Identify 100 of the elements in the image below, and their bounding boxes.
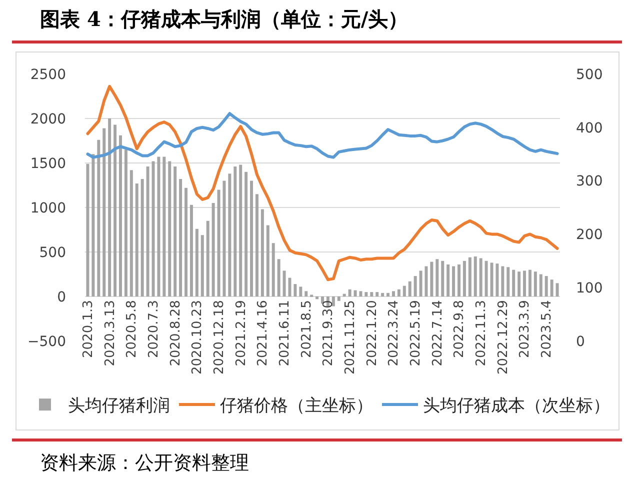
x-tick-label: 2020.10.23 [190, 300, 206, 375]
legend-label: 头均仔猪成本（次坐标） [423, 396, 610, 416]
bar [402, 286, 406, 296]
x-tick-label: 2023.3.9 [518, 300, 533, 358]
bar [518, 272, 521, 296]
bar [364, 292, 368, 296]
x-tick-label: 2021.4.16 [256, 300, 271, 366]
bar [337, 296, 340, 301]
legend-label: 头均仔猪利润 [68, 396, 170, 416]
bar [168, 161, 172, 296]
y-tick-label: 2000 [30, 111, 66, 128]
x-tick-label: 2021.9.30 [321, 300, 336, 366]
x-tick-label: 2022.12.29 [496, 300, 511, 375]
bar [414, 276, 417, 296]
bar [386, 292, 390, 296]
bar [174, 166, 177, 296]
bar [446, 264, 450, 296]
bar [86, 164, 90, 296]
bar [228, 174, 232, 296]
y-tick-label: 1000 [30, 200, 66, 216]
bar [430, 262, 434, 296]
x-tick-label: 2023.5.4 [540, 300, 555, 358]
x-tick-label: 2020.1.3 [80, 300, 96, 358]
bar [179, 179, 182, 296]
y-tick-label: 1500 [30, 156, 66, 172]
bar [397, 289, 400, 296]
x-tick-label: 2022.3.24 [386, 300, 402, 366]
bar [234, 166, 237, 296]
bar [146, 166, 150, 296]
bar [544, 276, 548, 296]
bar [206, 220, 210, 296]
bar [272, 243, 275, 296]
bar [457, 264, 460, 296]
bar [124, 150, 128, 296]
x-tick-label: 2022.1.20 [364, 300, 380, 366]
bar [130, 170, 133, 296]
bar [255, 194, 258, 296]
bar [462, 260, 466, 296]
x-tick-label: 2020.7.3 [146, 300, 162, 358]
bar [299, 286, 302, 296]
bar [501, 266, 504, 296]
y-tick-label: −500 [28, 334, 66, 350]
bar [250, 180, 254, 296]
x-tick-label: 2021.2.19 [234, 300, 249, 366]
bar [528, 270, 532, 296]
bar [436, 259, 439, 296]
bar [408, 281, 412, 296]
bar [157, 156, 160, 296]
y-tick-label: 500 [39, 244, 66, 261]
x-tick-label: 2022.11.3 [474, 300, 490, 366]
x-tick-label: 2020.12.18 [212, 300, 227, 375]
bar [244, 172, 248, 296]
x-tick-label: 2020.8.28 [168, 300, 184, 366]
bar [474, 256, 477, 296]
x-tick-label: 2020.5.8 [124, 300, 140, 358]
bar [92, 154, 95, 296]
y-tick-label: 0 [57, 289, 66, 306]
x-tick-label: 2022.9.8 [452, 300, 468, 358]
x-tick-label: 2022.5.19 [408, 300, 424, 366]
y2-tick-label: 500 [576, 66, 603, 83]
bar [294, 284, 297, 296]
bar [424, 266, 428, 296]
bar [468, 257, 472, 296]
bar [152, 161, 155, 296]
x-tick-label: 2021.8.5 [299, 300, 314, 358]
text: 资料来源：公开资料整理 [40, 452, 249, 474]
bar [370, 292, 374, 296]
bar [490, 262, 494, 296]
bar [140, 179, 144, 296]
line-series [86, 112, 559, 159]
bar [523, 270, 526, 296]
bar [282, 270, 286, 296]
y-tick-label: 2500 [30, 66, 66, 83]
bar [496, 264, 499, 296]
bar [304, 291, 308, 296]
y2-tick-label: 400 [576, 120, 603, 136]
bar [266, 225, 270, 296]
bar [114, 124, 117, 296]
x-tick-label: 2020.3.13 [102, 300, 118, 366]
bar [184, 188, 188, 296]
bar [556, 283, 559, 296]
bar [534, 272, 537, 296]
bar [190, 204, 193, 296]
bar [354, 290, 357, 296]
bar [135, 183, 138, 296]
bar [376, 292, 379, 296]
bar [348, 289, 352, 296]
bar [359, 291, 362, 296]
x-tick-label: 2022.7.14 [430, 300, 446, 366]
bar [550, 280, 554, 296]
bar [539, 274, 542, 296]
bar [212, 203, 215, 296]
y2-tick-label: 100 [576, 280, 603, 296]
bar [342, 294, 346, 296]
bar [108, 118, 112, 296]
line-series [86, 84, 559, 282]
bar [217, 190, 220, 296]
bar [118, 135, 122, 296]
y2-tick-label: 200 [576, 227, 603, 244]
bar [441, 260, 444, 296]
